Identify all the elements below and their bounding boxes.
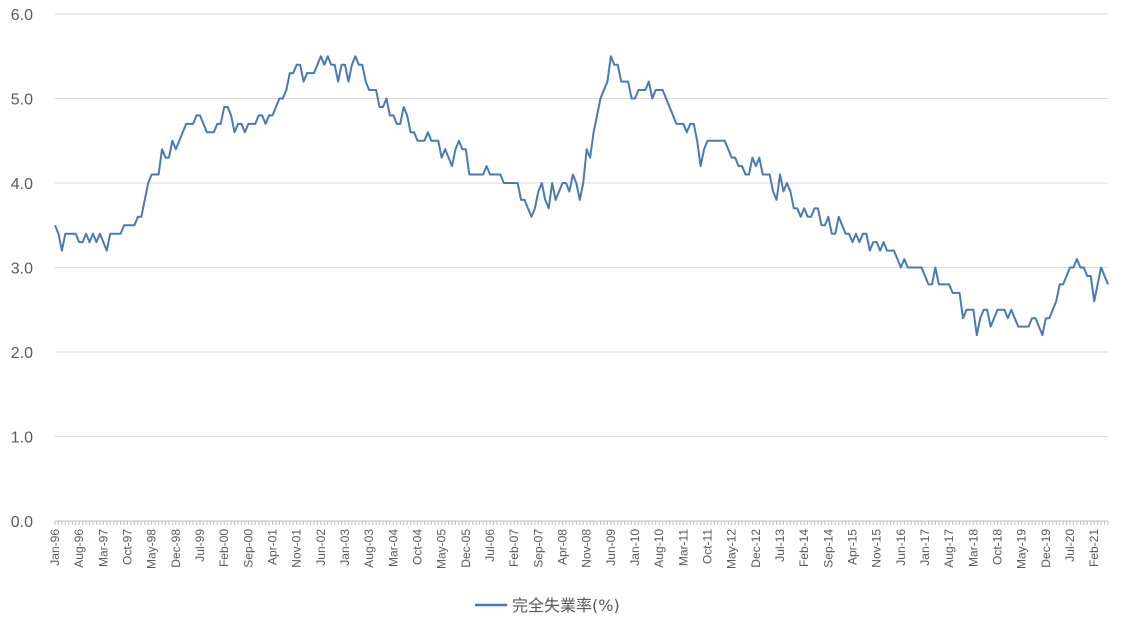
x-tick-label: Mar-04	[386, 529, 400, 567]
x-tick-label: Aug-10	[652, 529, 666, 568]
x-tick-label: Apr-15	[846, 529, 860, 565]
x-tick-label: Jan-96	[48, 529, 62, 566]
y-tick-label: 4.0	[11, 176, 33, 193]
x-tick-label: Jun-02	[314, 529, 328, 566]
x-tick-label: Nov-08	[580, 529, 594, 568]
x-tick-label: Aug-03	[362, 529, 376, 568]
x-tick-label: Mar-97	[96, 529, 110, 567]
series-layer	[54, 55, 1109, 337]
x-tick-label: Nov-15	[870, 529, 884, 568]
y-tick-label: 2.0	[11, 345, 33, 362]
x-tick-label: Feb-07	[507, 529, 521, 567]
x-tick-label: Sep-00	[241, 529, 255, 568]
x-tick-label: Apr-08	[556, 529, 570, 565]
y-tick-label: 0.0	[11, 514, 33, 531]
x-axis: Jan-96 Aug-96 Mar-97 Oct-97 May-98 Dec-98 Jul-…	[48, 521, 1109, 569]
x-tick-label: Dec-98	[169, 529, 183, 568]
gridlines	[55, 13, 1108, 522]
legend: 完全失業率(%)	[475, 596, 620, 615]
x-tick-label: Feb-21	[1087, 529, 1101, 567]
x-tick-label: Oct-04	[411, 529, 425, 565]
x-tick-label: Feb-14	[797, 529, 811, 567]
y-tick-label: 6.0	[11, 7, 33, 24]
x-tick-label: Dec-05	[459, 529, 473, 568]
x-tick-label: May-98	[145, 529, 159, 569]
y-tick-label: 5.0	[11, 92, 33, 109]
x-tick-label: Jul-99	[193, 529, 207, 562]
x-tick-label: Dec-12	[749, 529, 763, 568]
x-tick-label: Nov-01	[290, 529, 304, 568]
x-tick-label: Jul-13	[773, 529, 787, 562]
x-tick-label: Jun-09	[604, 529, 618, 566]
x-tick-label: Jun-16	[894, 529, 908, 566]
x-tick-label: May-19	[1015, 529, 1029, 569]
x-tick-label: Oct-97	[121, 529, 135, 565]
x-tick-label: Jul-06	[483, 529, 497, 562]
x-tick-label: Jul-20	[1063, 529, 1077, 562]
series-line	[54, 55, 1109, 337]
x-tick-label: Aug-17	[942, 529, 956, 568]
x-tick-label: Jan-17	[918, 529, 932, 566]
x-tick-label: May-05	[435, 529, 449, 569]
y-tick-label: 3.0	[11, 261, 33, 278]
x-tick-label: Feb-00	[217, 529, 231, 567]
x-tick-label: Oct-11	[701, 529, 715, 564]
x-tick-label: Dec-19	[1039, 529, 1053, 568]
x-tick-label: May-12	[725, 529, 739, 569]
x-tick-label: Oct-18	[991, 529, 1005, 565]
y-axis: 0.0 1.0 2.0 3.0 4.0 5.0 6.0	[11, 7, 33, 531]
y-tick-label: 1.0	[11, 430, 33, 447]
x-tick-label: Jan-10	[628, 529, 642, 566]
x-tick-label: Sep-07	[531, 529, 545, 568]
x-tick-label: Aug-96	[72, 529, 86, 568]
x-tick-label: Mar-11	[676, 529, 690, 566]
x-tick-label: Sep-14	[821, 529, 835, 568]
legend-label: 完全失業率(%)	[512, 596, 620, 615]
x-tick-label: Mar-18	[966, 529, 980, 567]
x-tick-label: Apr-01	[266, 529, 280, 565]
x-tick-label: Jan-03	[338, 529, 352, 566]
